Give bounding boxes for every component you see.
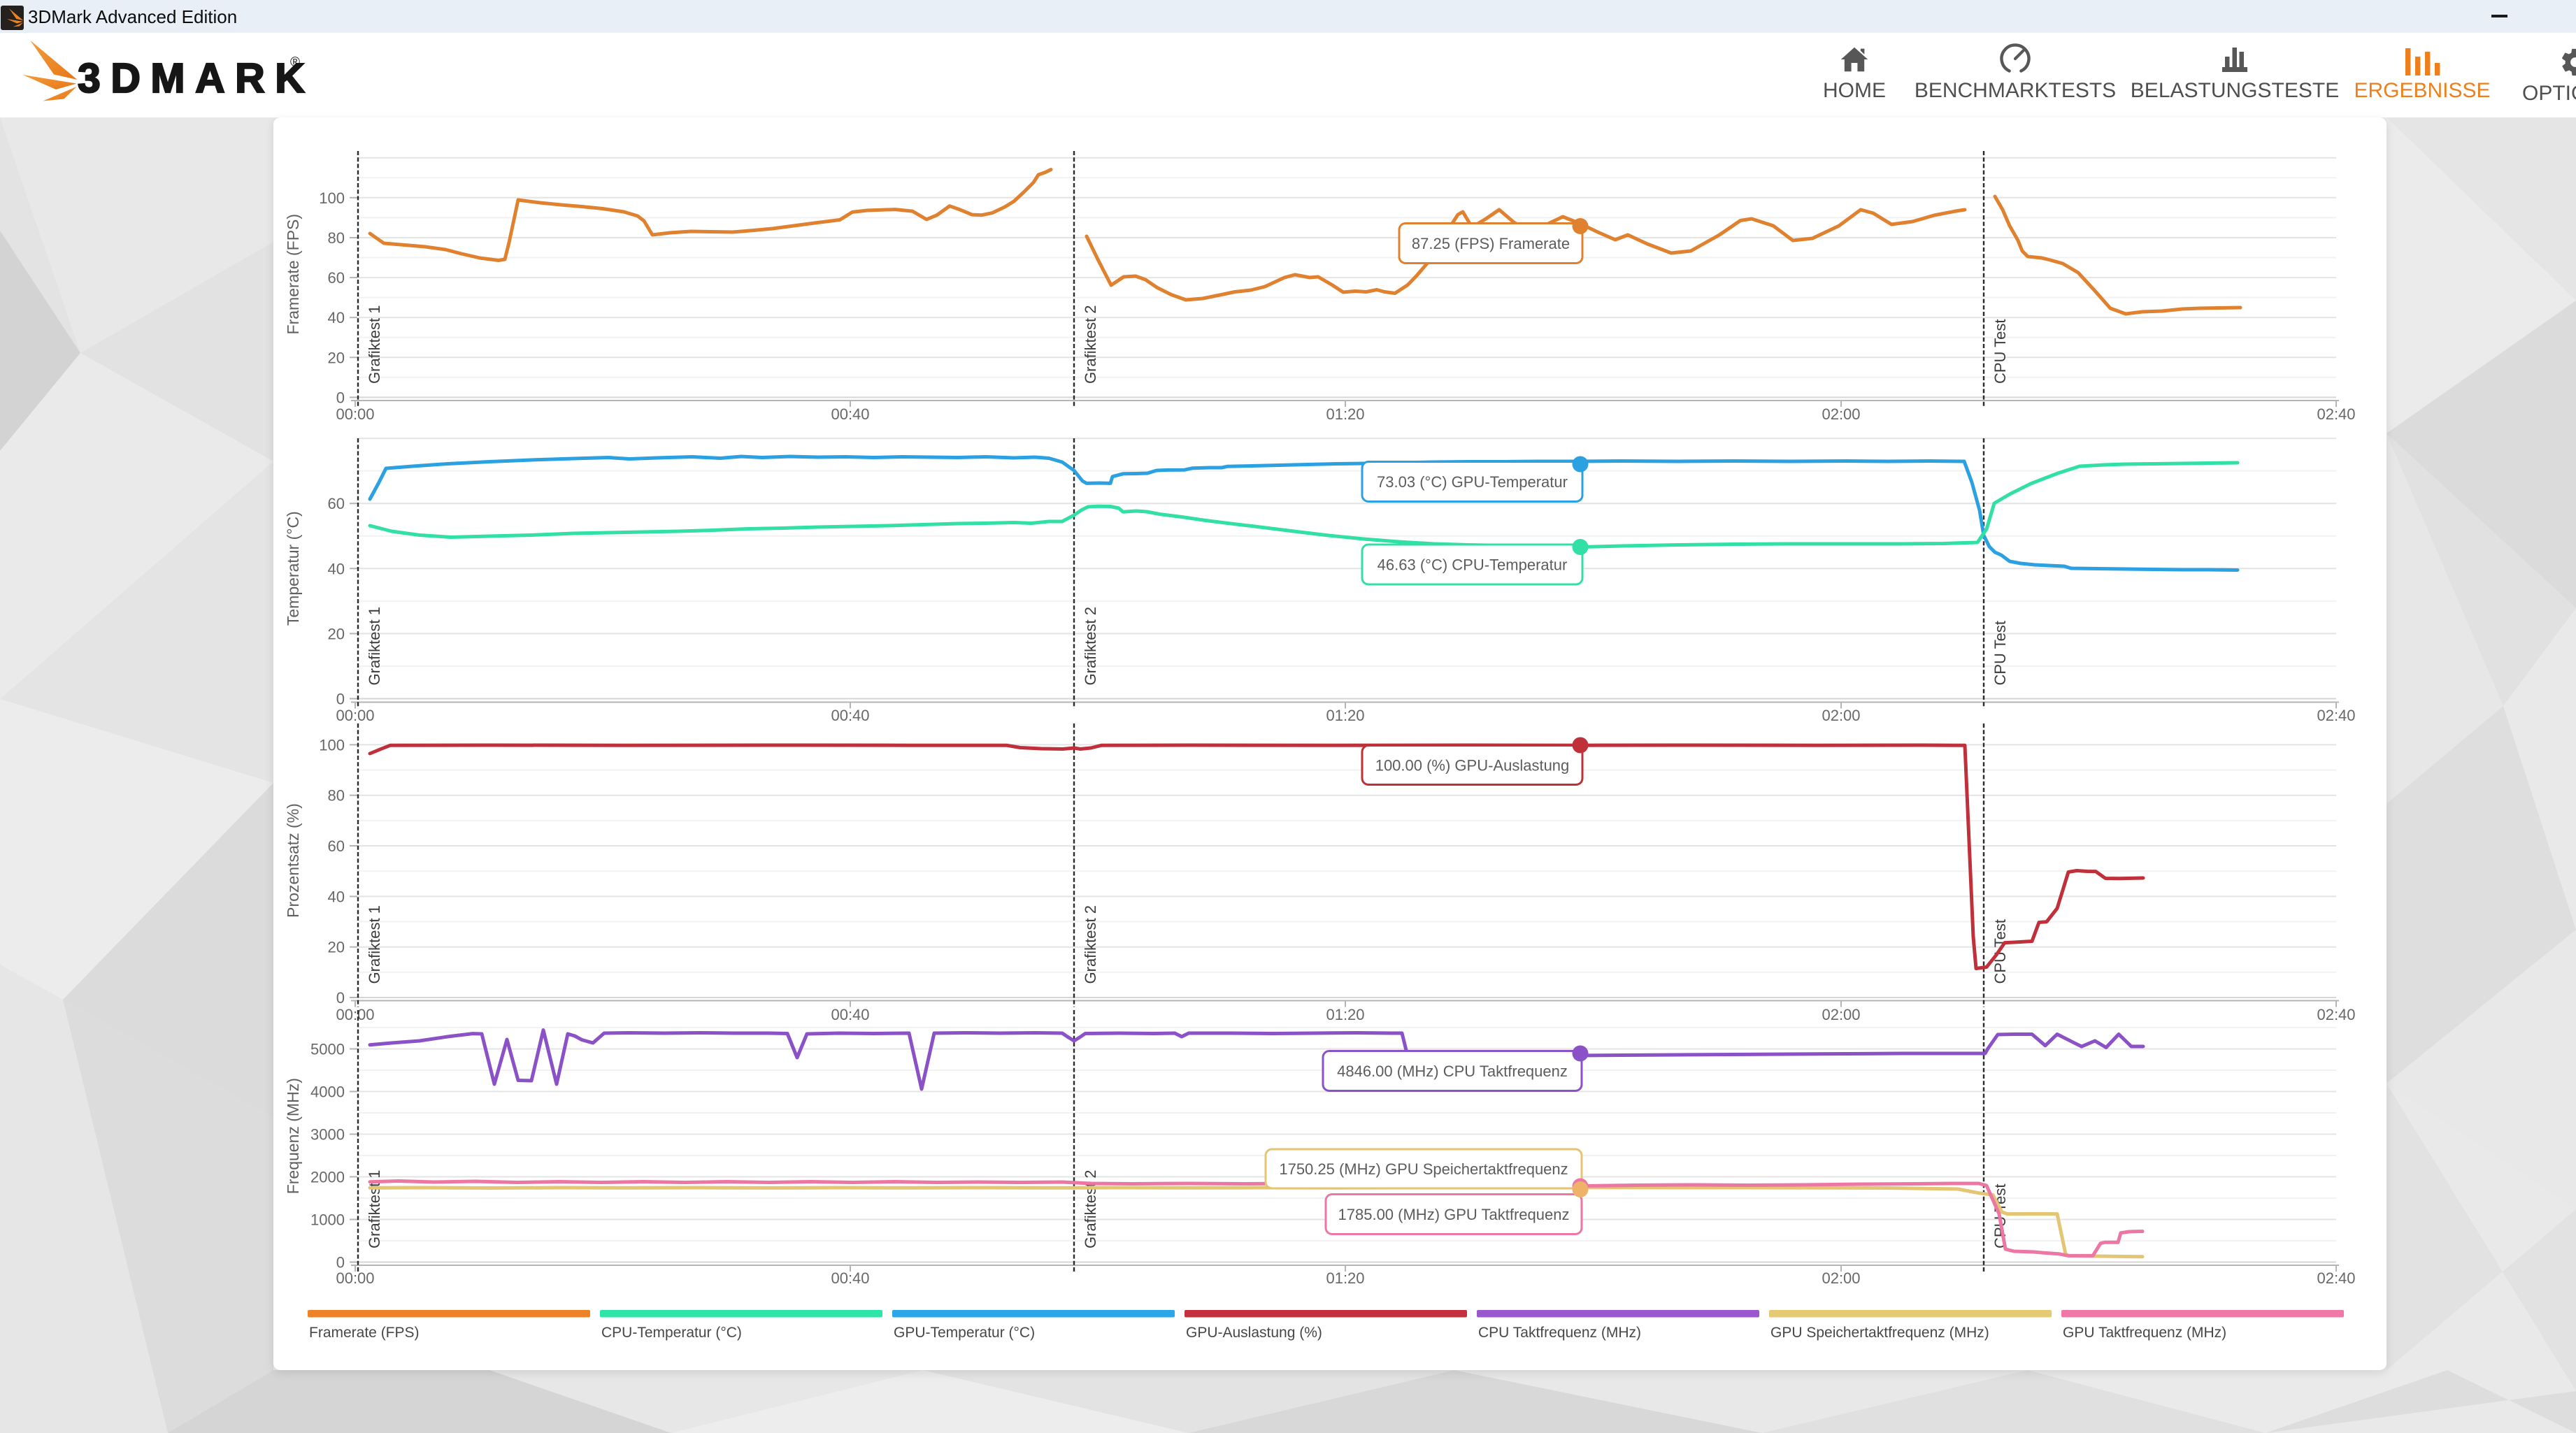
svg-text:02:00: 02:00 <box>1822 1006 1860 1023</box>
svg-text:02:00: 02:00 <box>1822 707 1860 724</box>
svg-text:Prozentsatz (%): Prozentsatz (%) <box>284 803 302 918</box>
svg-text:40: 40 <box>328 888 345 905</box>
svg-text:Grafiktest 2: Grafiktest 2 <box>1082 905 1099 984</box>
svg-text:Frequenz (MHz): Frequenz (MHz) <box>284 1078 302 1194</box>
svg-text:60: 60 <box>328 269 345 287</box>
svg-text:1750.25 (MHz) GPU Speichertakt: 1750.25 (MHz) GPU Speichertaktfrequenz <box>1279 1160 1568 1178</box>
svg-text:GPU Taktfrequenz (MHz): GPU Taktfrequenz (MHz) <box>2063 1325 2226 1341</box>
svg-text:Temperatur (°C): Temperatur (°C) <box>284 511 302 626</box>
svg-text:02:40: 02:40 <box>2317 1006 2355 1023</box>
svg-text:CPU-Temperatur (°C): CPU-Temperatur (°C) <box>601 1325 742 1341</box>
svg-text:02:40: 02:40 <box>2317 1269 2355 1287</box>
svg-text:®: ® <box>290 55 300 70</box>
svg-text:Framerate (FPS): Framerate (FPS) <box>309 1325 420 1341</box>
svg-text:4000: 4000 <box>310 1083 345 1101</box>
svg-text:GPU-Temperatur (°C): GPU-Temperatur (°C) <box>894 1325 1035 1341</box>
svg-text:87.25 (FPS) Framerate: 87.25 (FPS) Framerate <box>1412 235 1570 252</box>
svg-text:01:20: 01:20 <box>1326 707 1364 724</box>
svg-text:Grafiktest 2: Grafiktest 2 <box>1082 305 1099 384</box>
svg-text:00:40: 00:40 <box>831 405 869 423</box>
svg-text:73.03 (°C) GPU-Temperatur: 73.03 (°C) GPU-Temperatur <box>1377 473 1568 491</box>
svg-text:00:00: 00:00 <box>336 1269 374 1287</box>
svg-text:Grafiktest 1: Grafiktest 1 <box>366 905 383 984</box>
svg-text:1000: 1000 <box>310 1211 345 1229</box>
svg-text:2000: 2000 <box>310 1169 345 1186</box>
svg-text:02:40: 02:40 <box>2317 405 2355 423</box>
svg-text:0: 0 <box>336 389 345 406</box>
svg-text:40: 40 <box>328 309 345 326</box>
svg-text:Grafiktest 2: Grafiktest 2 <box>1082 607 1099 685</box>
svg-text:0: 0 <box>336 691 345 708</box>
svg-text:3000: 3000 <box>310 1126 345 1144</box>
svg-text:100: 100 <box>319 189 345 207</box>
svg-text:GPU-Auslastung (%): GPU-Auslastung (%) <box>1186 1325 1322 1341</box>
svg-text:80: 80 <box>328 787 345 805</box>
svg-text:1785.00 (MHz) GPU Taktfrequenz: 1785.00 (MHz) GPU Taktfrequenz <box>1338 1206 1570 1223</box>
svg-text:40: 40 <box>328 560 345 577</box>
svg-text:02:00: 02:00 <box>1822 405 1860 423</box>
svg-text:02:00: 02:00 <box>1822 1269 1860 1287</box>
svg-text:00:40: 00:40 <box>831 1269 869 1287</box>
svg-text:46.63 (°C) CPU-Temperatur: 46.63 (°C) CPU-Temperatur <box>1378 556 1568 574</box>
svg-text:00:00: 00:00 <box>336 1006 374 1023</box>
svg-text:Framerate (FPS): Framerate (FPS) <box>284 214 302 335</box>
svg-text:01:20: 01:20 <box>1326 405 1364 423</box>
svg-text:Grafiktest 1: Grafiktest 1 <box>366 607 383 685</box>
svg-text:20: 20 <box>328 349 345 366</box>
svg-text:3DMARK: 3DMARK <box>78 55 315 101</box>
svg-text:00:00: 00:00 <box>336 405 374 423</box>
svg-text:20: 20 <box>328 625 345 642</box>
svg-text:100: 100 <box>319 736 345 754</box>
svg-text:5000: 5000 <box>310 1041 345 1058</box>
svg-text:GPU Speichertaktfrequenz (MHz): GPU Speichertaktfrequenz (MHz) <box>1770 1325 1989 1341</box>
svg-text:CPU Test: CPU Test <box>1991 319 2009 384</box>
svg-text:01:20: 01:20 <box>1326 1269 1364 1287</box>
svg-text:60: 60 <box>328 495 345 512</box>
svg-text:60: 60 <box>328 837 345 855</box>
svg-text:0: 0 <box>336 1254 345 1272</box>
svg-text:00:40: 00:40 <box>831 707 869 724</box>
svg-text:0: 0 <box>336 989 345 1007</box>
svg-text:20: 20 <box>328 939 345 956</box>
svg-text:100.00 (%) GPU-Auslastung: 100.00 (%) GPU-Auslastung <box>1375 757 1570 775</box>
svg-text:00:40: 00:40 <box>831 1006 869 1023</box>
svg-text:CPU Test: CPU Test <box>1991 621 2009 686</box>
svg-text:4846.00 (MHz) CPU Taktfrequenz: 4846.00 (MHz) CPU Taktfrequenz <box>1337 1063 1568 1080</box>
svg-text:00:00: 00:00 <box>336 707 374 724</box>
svg-text:01:20: 01:20 <box>1326 1006 1364 1023</box>
svg-text:CPU Taktfrequenz (MHz): CPU Taktfrequenz (MHz) <box>1478 1325 1641 1341</box>
svg-text:Grafiktest 1: Grafiktest 1 <box>366 305 383 384</box>
svg-text:02:40: 02:40 <box>2317 707 2355 724</box>
svg-text:80: 80 <box>328 229 345 247</box>
